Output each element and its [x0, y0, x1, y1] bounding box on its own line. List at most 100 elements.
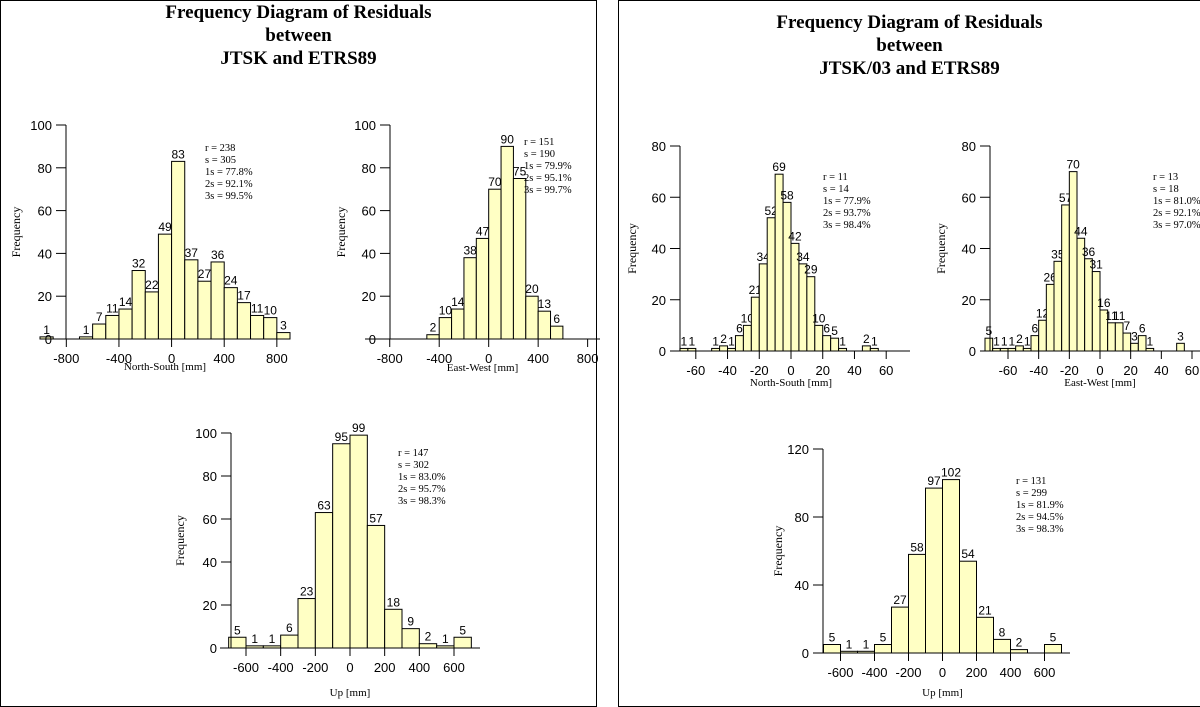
bar-value-label: 20 [525, 282, 539, 296]
bar-value-label: 36 [1082, 245, 1096, 259]
bar-value-label: 6 [1139, 322, 1146, 336]
bar-value-label: 42 [788, 229, 802, 243]
bar-value-label: 27 [198, 267, 212, 281]
histogram-bar [908, 553, 926, 654]
y-axis-title: Frequency [9, 207, 23, 258]
x-tick-label: -400 [268, 660, 294, 675]
stats-line: r = 238 [205, 143, 235, 154]
x-tick-label: -200 [302, 660, 328, 675]
bar-value-label: 10 [812, 311, 826, 325]
stats-line: 3s = 98.3% [398, 496, 446, 507]
x-tick-label: 0 [939, 665, 946, 680]
y-axis-title: Frequency [173, 515, 187, 566]
x-tick-label: -20 [750, 363, 769, 378]
x-axis-title: East-West [mm] [1064, 377, 1136, 389]
y-tick-label: 80 [795, 510, 809, 525]
x-tick-label: 20 [815, 363, 829, 378]
stats-line: s = 14 [823, 184, 850, 195]
histogram-bar [525, 295, 539, 340]
histogram-bar [280, 634, 299, 649]
x-axis-title: North-South [mm] [124, 361, 206, 373]
bar-value-label: 23 [300, 585, 314, 599]
bar-value-label: 70 [1066, 158, 1080, 172]
bar-value-label: 5 [459, 623, 466, 637]
histogram-bar [782, 201, 792, 352]
panel-title: Frequency Diagram of Residuals between J… [1, 1, 596, 70]
bar-value-label: 10 [439, 304, 453, 318]
x-tick-label: 400 [408, 660, 430, 675]
bar-value-label: 10 [264, 304, 278, 318]
histogram-bar [157, 233, 173, 340]
bar-value-label: 1 [728, 334, 735, 348]
x-tick-label: 200 [966, 665, 988, 680]
histogram-bar [984, 337, 994, 352]
y-tick-label: 120 [787, 442, 809, 457]
x-tick-label: -600 [233, 660, 259, 675]
bar-value-label: 38 [463, 244, 477, 258]
histogram-bar [366, 524, 386, 649]
bar-value-label: 1 [863, 637, 870, 651]
y-axis-title: Frequency [771, 526, 785, 577]
histogram-bar [993, 638, 1011, 654]
histogram-bar [1130, 342, 1139, 352]
histogram-bar [1030, 335, 1040, 352]
histogram-bar [1091, 271, 1101, 352]
x-tick-label: 200 [374, 660, 396, 675]
bar-value-label: 36 [211, 248, 225, 262]
bar-value-label: 21 [978, 603, 992, 617]
y-tick-label: 40 [38, 246, 52, 261]
x-tick-label: -20 [1060, 363, 1079, 378]
histogram-bar [1137, 335, 1147, 352]
histogram-bar [297, 598, 316, 649]
histogram-bar [1084, 258, 1093, 352]
bar-value-label: 97 [927, 474, 941, 488]
x-tick-label: -60 [999, 363, 1018, 378]
histogram-bar [798, 263, 808, 352]
title-line-3: JTSK/03 and ETRS89 [819, 58, 1000, 79]
stats-line: 2s = 92.1% [1153, 208, 1200, 219]
stats-line: r = 147 [398, 448, 428, 459]
histogram-bar [210, 261, 225, 340]
stats-line: 1s = 81.0% [1153, 196, 1200, 207]
x-tick-label: 40 [1154, 363, 1168, 378]
stats-line: 2s = 93.7% [823, 208, 871, 219]
histogram-bar [171, 160, 186, 340]
bar-value-label: 2 [1016, 636, 1023, 650]
y-tick-label: 0 [969, 344, 976, 359]
bar-value-label: 1 [1008, 334, 1015, 348]
histogram-bar [1061, 204, 1070, 352]
histogram-bar [438, 317, 453, 340]
stats-line: 1s = 79.9% [524, 161, 572, 172]
histogram-bar [263, 317, 278, 340]
histogram-bar [453, 636, 472, 649]
bar-value-label: 7 [1123, 319, 1130, 333]
histogram-bar [814, 324, 824, 352]
histogram-bar [1053, 260, 1063, 352]
histogram-bar [92, 323, 107, 340]
bar-value-label: 5 [831, 324, 838, 338]
bar-value-label: 90 [501, 132, 515, 146]
y-tick-label: 100 [354, 118, 376, 133]
bar-value-label: 69 [772, 160, 786, 174]
title-line-2: between [265, 25, 332, 46]
stats-line: r = 13 [1153, 172, 1178, 183]
bar-value-label: 16 [1097, 296, 1111, 310]
y-tick-label: 40 [652, 242, 666, 257]
bar-value-label: 1 [839, 334, 846, 348]
stats-line: s = 305 [205, 155, 236, 166]
x-tick-label: 0 [787, 363, 794, 378]
histogram-bar [874, 644, 892, 654]
bar-value-label: 1 [251, 632, 258, 646]
bar-value-label: 14 [119, 295, 133, 309]
stats-line: 3s = 98.3% [1016, 524, 1064, 535]
histogram-bar [1010, 649, 1028, 654]
bar-value-label: 1 [269, 632, 276, 646]
panel-title: Frequency Diagram of Residuals between J… [619, 11, 1200, 80]
x-tick-label: 0 [485, 351, 492, 366]
histogram-bar [1114, 322, 1124, 352]
title-line-2: between [876, 35, 943, 56]
bar-value-label: 17 [237, 289, 251, 303]
histogram-bar [236, 302, 252, 340]
bar-value-label: 22 [145, 278, 159, 292]
